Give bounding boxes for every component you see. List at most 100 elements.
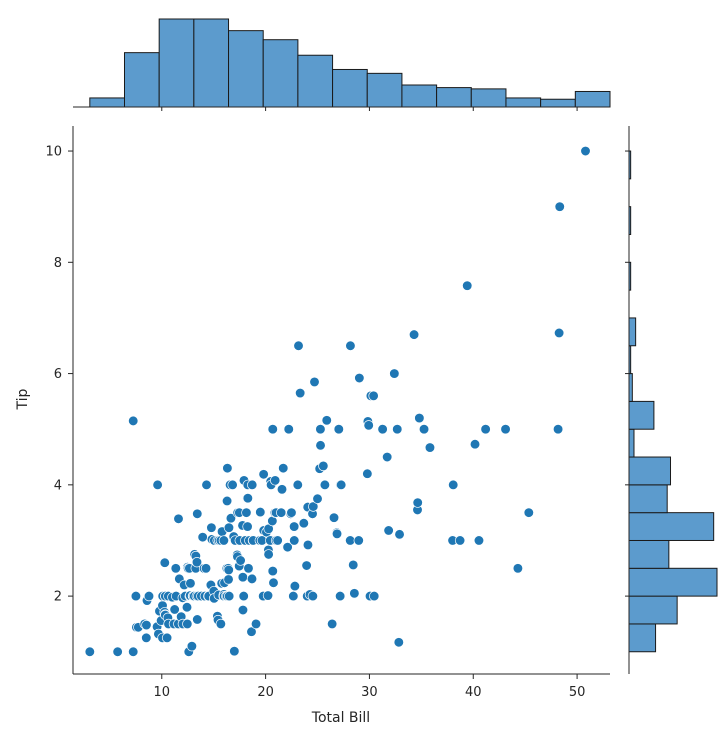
scatter-point [192,508,203,519]
scatter-point [454,535,466,546]
scatter-point [255,506,266,518]
y-tick-label: 4 [54,478,62,493]
x-tick-label: 30 [361,685,378,700]
scatter-point [267,565,278,577]
x-tick-label: 10 [153,685,170,700]
scatter-point [393,637,404,648]
x-hist-bar [332,68,368,108]
y-tick-label: 6 [54,367,62,382]
x-hist-bar [436,87,472,108]
scatter-point [382,451,393,463]
x-hist-bar [89,97,125,108]
scatter-point [554,201,565,212]
scatter-point [333,424,344,435]
y-hist-bar [628,484,668,514]
scatter-point [318,460,329,472]
scatter-point [315,424,326,435]
scatter-point [242,493,253,504]
x-marginal-histogram [73,18,611,108]
scatter-point [223,574,234,585]
scatter-point [246,626,257,637]
scatter-point [173,513,184,524]
x-hist-bar [540,98,576,108]
scatter-point [238,590,249,602]
scatter-point [307,590,318,602]
scatter-point [215,618,227,630]
scatter-point [418,424,430,435]
scatter-point [345,535,356,546]
scatter-point [553,327,565,339]
scatter-point [414,412,425,424]
scatter-point [315,440,326,451]
scatter-point [229,646,240,657]
scatter-point [241,507,252,518]
scatter-point [276,507,287,518]
scatter-point [512,563,524,574]
scatter-point [349,588,360,599]
x-tick-label: 20 [257,685,274,700]
y-hist-bar [628,595,678,625]
scatter-point [331,528,343,539]
scatter-point [223,522,235,533]
scatter-point [301,560,312,571]
y-hist-bar [628,539,670,569]
scatter-point [141,632,152,643]
x-hist-bar [470,88,507,108]
scatter-point [408,329,420,340]
x-hist-bar [366,72,403,108]
x-hist-bar [401,84,438,108]
scatter-point [448,479,459,490]
y-hist-bar [628,317,637,347]
scatter-point [389,368,400,379]
scatter-point [84,646,95,657]
scatter-point [278,463,289,474]
scatter-point [128,646,139,657]
scatter-point [169,604,180,615]
scatter-point [328,512,340,523]
scatter-point [302,539,314,551]
x-hist-bar [505,97,542,108]
y-tick-labels: 2 4 6 8 10 [45,145,62,605]
scatter-points [84,145,591,657]
scatter-point [186,641,198,652]
scatter-point [293,340,304,351]
scatter-point [141,619,152,631]
y-axis-label: Tip [15,388,31,410]
scatter-point [308,501,319,512]
x-tick-label: 50 [569,685,586,700]
scatter-point [312,493,323,504]
scatter-point [309,376,320,388]
scatter-point [128,415,139,427]
scatter-point [276,484,288,495]
scatter-point [235,555,246,566]
scatter-point [327,618,338,630]
scatter-point [369,590,380,602]
scatter-point [289,580,301,592]
scatter-point [159,557,170,568]
scatter-point [283,424,294,435]
scatter-point [424,442,436,453]
scatter-point [201,479,212,490]
scatter-point [246,573,258,585]
y-hist-bar [628,567,718,597]
y-hist-bar [628,400,655,430]
scatter-point [258,469,269,480]
scatter-point [480,424,491,435]
y-hist-bar [628,623,657,653]
scatter-point [200,563,212,574]
scatter-point [580,145,591,157]
scatter-point [348,559,359,571]
scatter-point [335,590,346,602]
scatter-point [206,522,217,533]
scatter-point [289,521,300,532]
scatter-point [500,424,511,435]
scatter-point [223,564,234,576]
scatter-point [197,531,208,543]
scatter-point [237,572,249,583]
scatter-point [225,513,237,524]
scatter-point [130,590,142,602]
scatter-point [368,390,379,401]
scatter-point [377,424,388,435]
x-hist-bar [262,39,299,108]
